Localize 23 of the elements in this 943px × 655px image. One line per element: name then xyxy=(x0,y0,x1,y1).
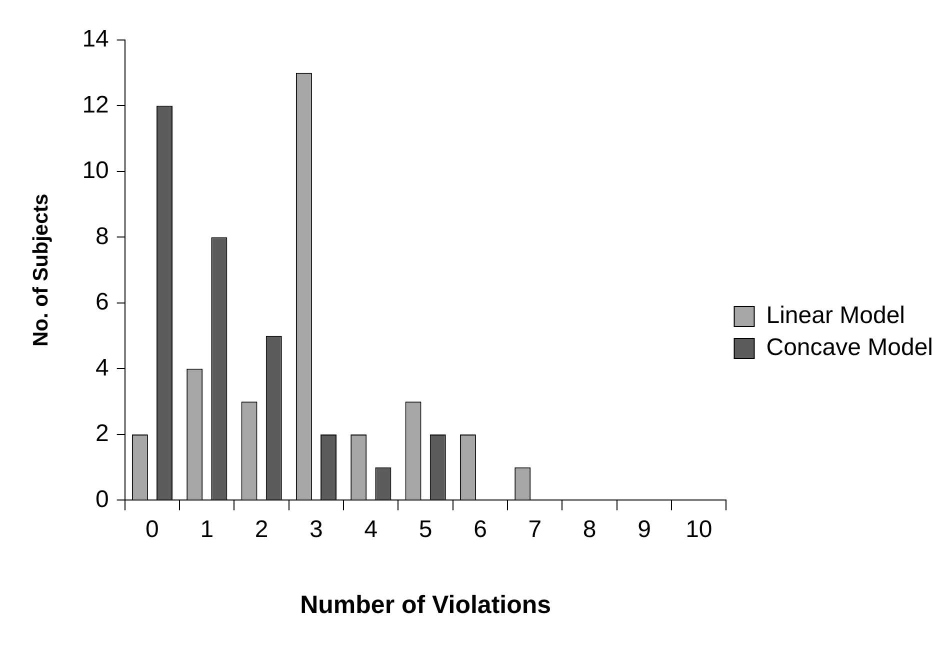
y-tick-label: 8 xyxy=(96,222,109,250)
y-tick-label: 10 xyxy=(82,157,109,184)
legend-label: Concave Model xyxy=(766,334,934,362)
y-tick-label: 6 xyxy=(96,288,109,316)
x-tick-label: 10 xyxy=(686,516,712,544)
y-tick-label: 12 xyxy=(82,91,109,118)
x-tick-label: 5 xyxy=(418,516,432,544)
x-tick-label: 3 xyxy=(310,516,323,544)
x-tick-label: 0 xyxy=(146,516,159,544)
x-tick-label: 7 xyxy=(528,516,542,544)
x-tick-label: 9 xyxy=(638,516,651,544)
y-tick-label: 2 xyxy=(96,420,109,448)
x-tick-label: 8 xyxy=(582,516,596,544)
x-tick-label: 6 xyxy=(474,516,487,544)
x-tick-label: 4 xyxy=(364,516,378,544)
y-tick-label: 4 xyxy=(96,354,109,382)
y-axis-title: No. of Subjects xyxy=(29,194,52,347)
y-tick-label: 0 xyxy=(96,486,109,513)
legend-label: Linear Model xyxy=(766,302,905,330)
y-tick-label: 14 xyxy=(82,26,109,53)
x-tick-label: 1 xyxy=(200,516,214,544)
x-tick-label: 2 xyxy=(254,516,268,544)
x-axis-title: Number of Violations xyxy=(300,590,552,619)
